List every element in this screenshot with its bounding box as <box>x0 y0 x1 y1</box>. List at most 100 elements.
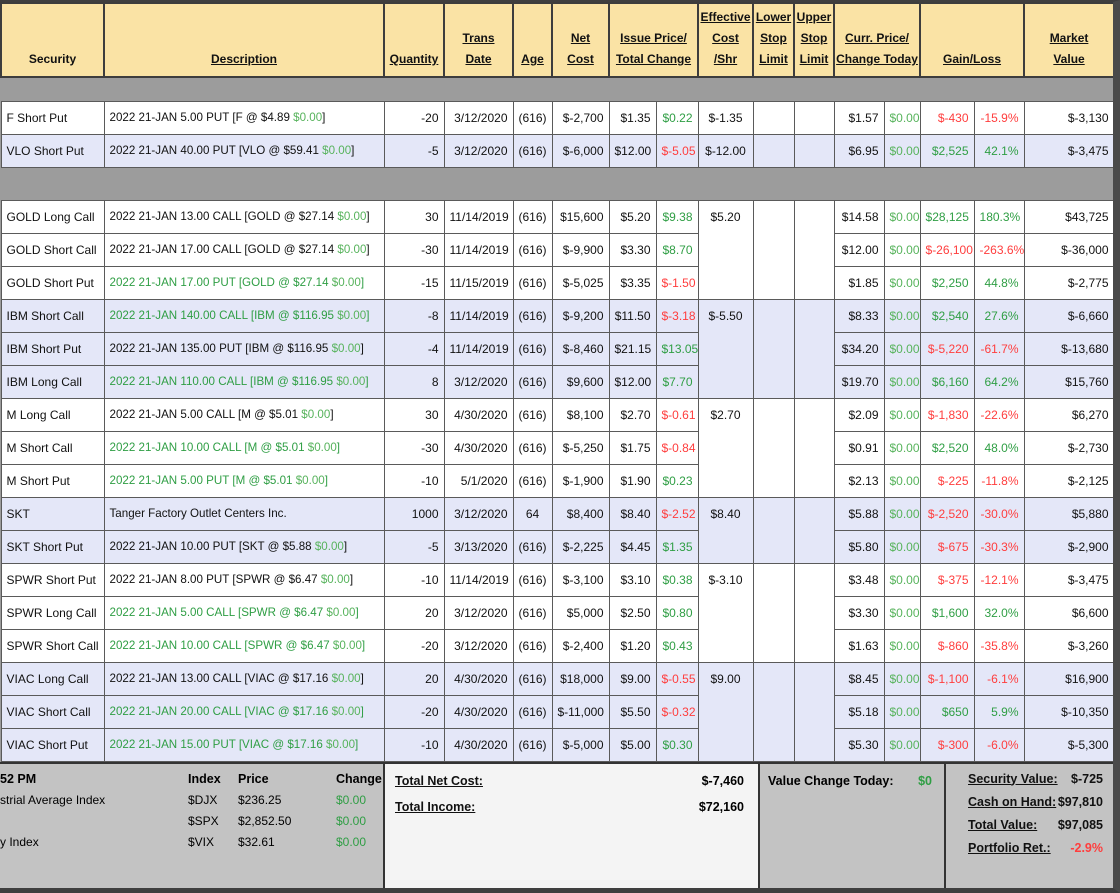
cell-quantity: -10 <box>383 562 445 597</box>
cell-market-value: $-6,660 <box>1023 298 1113 333</box>
cell-curr-price: $14.58 <box>833 199 885 234</box>
cell-total-change: $-0.32 <box>655 694 699 729</box>
col-header-market-value[interactable]: Market Value <box>1023 2 1113 78</box>
total-net-cost-label[interactable]: Total Net Cost: <box>395 773 483 788</box>
description-text: 2022 21-JAN 10.00 CALL [SPWR @ $6.47 <box>109 639 333 652</box>
col-header-net-cost[interactable]: Net Cost <box>551 2 610 78</box>
summary-label[interactable]: Security Value: <box>968 771 1058 786</box>
col-header-upper-stop-limit[interactable]: Upper Stop Limit <box>793 2 835 78</box>
cell-curr-price: $6.95 <box>833 133 885 168</box>
col-header-age[interactable]: Age <box>512 2 553 78</box>
cell-age: (616) <box>512 595 553 630</box>
cell-security: SPWR Long Call <box>0 595 105 630</box>
cell-net-cost: $-5,025 <box>551 265 610 300</box>
description-text: 2022 21-JAN 17.00 PUT [GOLD @ $27.14 <box>109 276 332 289</box>
cell-trans-date: 4/30/2020 <box>443 727 514 762</box>
position-row: IBM Short Put 2022 21-JAN 135.00 PUT [IBM… <box>0 331 1113 366</box>
total-income-label[interactable]: Total Income: <box>395 799 476 814</box>
cell-lower-stop <box>752 199 795 300</box>
cell-age: (616) <box>512 430 553 465</box>
cell-effective-cost: $2.70 <box>697 397 754 498</box>
col-header-line: Net <box>570 31 591 45</box>
summary-label[interactable]: Cash on Hand: <box>968 794 1057 809</box>
col-header-gain-loss[interactable]: Gain/Loss <box>919 2 1026 78</box>
description-text: 2022 21-JAN 135.00 PUT [IBM @ $116.95 <box>109 342 332 355</box>
cell-security: VLO Short Put <box>0 133 105 168</box>
cell-effective-cost: $-5.50 <box>697 298 754 399</box>
cell-lower-stop <box>752 298 795 399</box>
description-change-today: $0.00 <box>295 474 325 487</box>
cell-market-value: $43,725 <box>1023 199 1113 234</box>
cell-upper-stop <box>793 298 835 399</box>
cell-market-value: $-2,775 <box>1023 265 1113 300</box>
description-text: 2022 21-JAN 5.00 PUT [F @ $4.89 <box>109 111 294 124</box>
cell-quantity: -20 <box>383 628 445 663</box>
col-header-lower-stop-limit[interactable]: Lower Stop Limit <box>752 2 795 78</box>
cell-curr-price: $1.57 <box>833 100 885 135</box>
cell-lower-stop <box>752 100 795 135</box>
description-bracket: ] <box>330 408 334 421</box>
cell-gain-loss: $-860 <box>919 628 975 663</box>
cell-net-cost: $-2,225 <box>551 529 610 564</box>
summary-label[interactable]: Portfolio Ret.: <box>968 840 1051 855</box>
cell-upper-stop <box>793 661 835 762</box>
summary-label[interactable]: Total Value: <box>968 817 1038 832</box>
cell-market-value: $16,900 <box>1023 661 1113 696</box>
col-header-trans-date[interactable]: Trans Date <box>443 2 514 78</box>
description-bracket: ] <box>365 375 369 388</box>
position-row: M Long Call 2022 21-JAN 5.00 CALL [M @ $5… <box>0 397 1113 498</box>
cell-total-change: $0.23 <box>655 463 699 498</box>
cell-market-value: $-3,130 <box>1023 100 1113 135</box>
separator-band <box>1 77 1113 101</box>
description-text: 2022 21-JAN 140.00 CALL [IBM @ $116.95 <box>109 309 338 322</box>
cell-total-change: $0.38 <box>655 562 699 597</box>
cell-trans-date: 3/12/2020 <box>443 133 514 168</box>
cell-issue-price: $5.00 <box>608 727 657 762</box>
cell-issue-price: $1.35 <box>608 100 657 135</box>
description-bracket: ] <box>360 672 364 685</box>
cell-age: (616) <box>512 232 553 267</box>
col-header-description[interactable]: Description <box>103 2 385 78</box>
description-bracket: ] <box>349 573 354 586</box>
position-row: IBM Long Call 2022 21-JAN 110.00 CALL [IB… <box>0 364 1113 399</box>
positions-table: Security Description Quantity Trans Date Age N… <box>0 2 1113 762</box>
cell-change-today: $0.00 <box>883 232 921 267</box>
col-header-issue-price-total-change[interactable]: Issue Price/Total Change <box>608 2 699 78</box>
col-header-quantity[interactable]: Quantity <box>383 2 445 78</box>
col-header-line: Quantity <box>389 52 439 66</box>
cell-gain-loss: $-225 <box>919 463 975 498</box>
description-text: Tanger Factory Outlet Centers Inc. <box>109 507 287 520</box>
description-bracket: ] <box>361 639 366 652</box>
description-change-today: $0.00 <box>320 573 350 586</box>
cell-description: 2022 21-JAN 5.00 CALL [M @ $5.01 $0.00] <box>103 397 385 432</box>
cell-issue-price: $12.00 <box>608 364 657 399</box>
cell-description: Tanger Factory Outlet Centers Inc. <box>103 496 385 531</box>
col-header-line: Market <box>1049 31 1089 45</box>
price-col-header: Price <box>238 771 269 786</box>
cell-description: 2022 21-JAN 40.00 PUT [VLO @ $59.41 $0.0… <box>103 133 385 168</box>
cell-net-cost: $-5,000 <box>551 727 610 762</box>
description-bracket: ] <box>366 210 370 223</box>
cell-issue-price: $8.40 <box>608 496 657 531</box>
cell-gain-loss: $28,125 <box>919 199 975 234</box>
cell-gain-loss-pct: 44.8% <box>973 265 1025 300</box>
cell-security: M Short Put <box>0 463 105 498</box>
cell-issue-price: $3.35 <box>608 265 657 300</box>
cell-gain-loss: $-26,100 <box>919 232 975 267</box>
description-change-today: $0.00 <box>337 243 367 256</box>
col-header-curr-price-change-today[interactable]: Curr. Price/Change Today <box>832 2 922 78</box>
cell-curr-price: $8.45 <box>833 661 885 696</box>
description-change-today: $0.00 <box>322 144 352 157</box>
cell-effective-cost: $9.00 <box>697 661 754 762</box>
cell-curr-price: $3.30 <box>833 595 885 630</box>
cell-quantity: -20 <box>383 694 445 729</box>
cell-security: IBM Short Put <box>0 331 105 366</box>
description-change-today: $0.00 <box>336 375 366 388</box>
col-header-effective-cost-shr[interactable]: Effective Cost/Shr <box>697 2 754 78</box>
cell-upper-stop <box>793 562 835 663</box>
cell-issue-price: $3.30 <box>608 232 657 267</box>
index-row-label: strial Average Index <box>0 792 106 807</box>
col-header-line: Date <box>465 52 492 66</box>
cell-gain-loss-pct: 5.9% <box>973 694 1025 729</box>
col-header-security: Security <box>0 2 105 78</box>
